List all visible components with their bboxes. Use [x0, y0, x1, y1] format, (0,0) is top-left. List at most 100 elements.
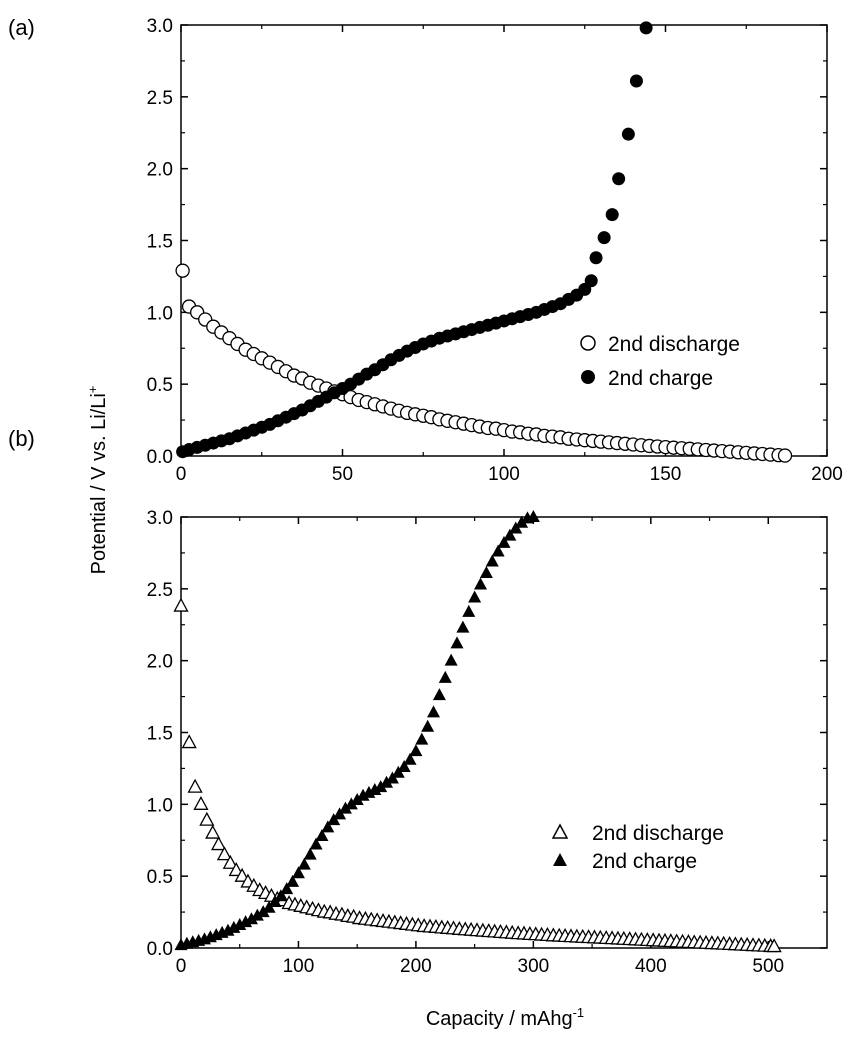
panel-b-charge-point [338, 801, 352, 814]
panel-b-charge-point [438, 670, 452, 683]
panel-b-charge-point [397, 759, 411, 772]
panel-a-x-tick-label: 100 [488, 464, 520, 485]
panel-b-y-tick-label: 0.0 [147, 939, 173, 960]
panel-b-x-tick-label: 200 [400, 956, 432, 977]
panel-a-charge-point [597, 231, 611, 245]
panel-b-legend: 2nd discharge 2nd charge [551, 822, 724, 873]
panel-a-legend: 2nd discharge 2nd charge [580, 333, 740, 390]
panel-b-charge-point [309, 837, 323, 850]
panel-b-charge-point [444, 653, 458, 666]
x-axis-title: Capacity / mAhg-1 [426, 1005, 584, 1030]
panel-b-charge-point [409, 744, 423, 757]
panel-a-plot-frame [180, 24, 828, 457]
y-axis-title-superscript: + [85, 386, 100, 394]
panel-b-discharge-point [210, 836, 227, 851]
panel-a-y-tick-label: 2.5 [147, 88, 173, 109]
panel-b-x-tick-label: 400 [635, 956, 667, 977]
legend-open-circle-marker [580, 335, 596, 351]
panel-a: (a) 0.0 0.5 1.0 1.5 2.0 2.5 3.0 0 50 100 150 200 2n… [8, 15, 843, 485]
panel-b-charge-point [432, 688, 446, 701]
panel-b-charge-point [474, 577, 488, 590]
panel-b-y-tick-label: 2.0 [147, 652, 173, 673]
panel-b-charge-point [427, 705, 441, 718]
panel-a-x-tick-label: 150 [650, 464, 682, 485]
panel-a-ticks: 0.0 0.5 1.0 1.5 2.0 2.5 3.0 0 50 100 150 200 [147, 16, 843, 485]
panel-a-charge-point [639, 21, 653, 35]
panel-b-discharge-point [222, 854, 238, 869]
panel-a-data-points [175, 21, 793, 463]
panel-a-y-tick-label: 1.0 [147, 303, 173, 324]
panel-b-discharge-point [205, 824, 221, 839]
panel-a-discharge-point [777, 448, 793, 463]
panel-b-y-tick-label: 0.5 [147, 867, 173, 888]
panel-b-discharge-point [193, 795, 209, 810]
legend-label-discharge-a: 2nd discharge [608, 333, 740, 356]
panel-b-ticks: 0.0 0.5 1.0 1.5 2.0 2.5 3.0 0 100 200 300 400 500 [147, 508, 827, 977]
panel-b-charge-point [274, 889, 288, 902]
panel-a-discharge-point [175, 263, 190, 278]
panel-b-plot-frame [180, 516, 828, 949]
panel-a-y-tick-label: 3.0 [147, 16, 173, 37]
panel-b-charge-point [526, 510, 540, 522]
panel-b-charge-point [497, 535, 511, 548]
panel-a-y-tick-label: 1.5 [147, 232, 173, 253]
panel-a-charge-point [629, 74, 643, 88]
panel-b-charge-point [485, 554, 499, 567]
panel-b-discharge-point [766, 938, 782, 953]
legend-filled-circle-marker [581, 370, 595, 384]
panel-b-charge-point [403, 752, 417, 765]
panel-a-y-tick-label: 2.0 [147, 160, 173, 181]
panel-a-y-tick-label: 0.0 [147, 447, 173, 468]
panel-a-charge-point [605, 208, 619, 222]
panel-b-charge-point [515, 515, 529, 528]
panel-b-x-tick-label: 0 [176, 956, 187, 977]
panel-b-charge-point [380, 775, 394, 788]
panel-a-x-tick-label: 0 [176, 464, 187, 485]
panel-a-y-tick-label: 0.5 [147, 375, 173, 396]
panel-b-label: (b) [8, 426, 35, 451]
panel-b-charge-point [462, 604, 476, 617]
panel-b-y-tick-label: 3.0 [147, 508, 173, 529]
panel-b-charge-point [456, 620, 470, 633]
legend-filled-triangle-marker [553, 853, 567, 866]
panel-a-x-tick-label: 50 [332, 464, 353, 485]
panel-b-data-points [173, 510, 782, 953]
panel-b-x-tick-label: 300 [518, 956, 550, 977]
panel-b-charge-point [286, 874, 300, 887]
panel-b-charge-point [303, 847, 317, 860]
panel-a-charge-point [584, 274, 598, 288]
panel-b-charge-point [415, 732, 429, 745]
x-axis-title-text: Capacity / mAhg [426, 1008, 573, 1030]
panel-b-y-tick-label: 1.0 [147, 795, 173, 816]
panel-a-charge-point [612, 172, 626, 186]
x-axis-title-superscript: -1 [573, 1005, 585, 1020]
panel-b-discharge-point [187, 778, 203, 793]
y-axis-title: Potential / V vs. Li/Li+ [85, 386, 110, 575]
panel-b-charge-point [297, 857, 311, 870]
panel-b-x-tick-label: 500 [752, 956, 784, 977]
panel-b-charge-point [291, 866, 305, 879]
legend-label-charge-b: 2nd charge [592, 850, 697, 873]
panel-a-label: (a) [8, 15, 35, 40]
panel-b-x-tick-label: 100 [283, 956, 315, 977]
panel-b-charge-point [280, 882, 294, 895]
panel-b-charge-point [250, 908, 264, 921]
panel-a-x-tick-label: 200 [811, 464, 843, 485]
panel-b-charge-point [344, 797, 358, 810]
legend-open-triangle-marker [551, 823, 569, 839]
panel-b-y-tick-label: 1.5 [147, 724, 173, 745]
panel-b-y-tick-label: 2.5 [147, 580, 173, 601]
panel-b-charge-point [374, 780, 388, 793]
panel-a-charge-point [589, 251, 603, 265]
panel-b-charge-point [479, 566, 493, 579]
panel-b-charge-point [256, 905, 270, 918]
panel-b-charge-point [450, 636, 464, 649]
panel-b-charge-point [503, 528, 517, 541]
panel-b-discharge-point [181, 734, 197, 749]
legend-label-discharge-b: 2nd discharge [592, 822, 724, 845]
panel-b: (b) 0.0 0.5 1.0 1.5 2.0 2.5 3.0 0 100 200 300 400 50… [8, 426, 828, 977]
panel-b-discharge-point [216, 846, 233, 861]
panel-b-charge-point [421, 719, 435, 732]
panel-b-charge-point [315, 828, 329, 841]
